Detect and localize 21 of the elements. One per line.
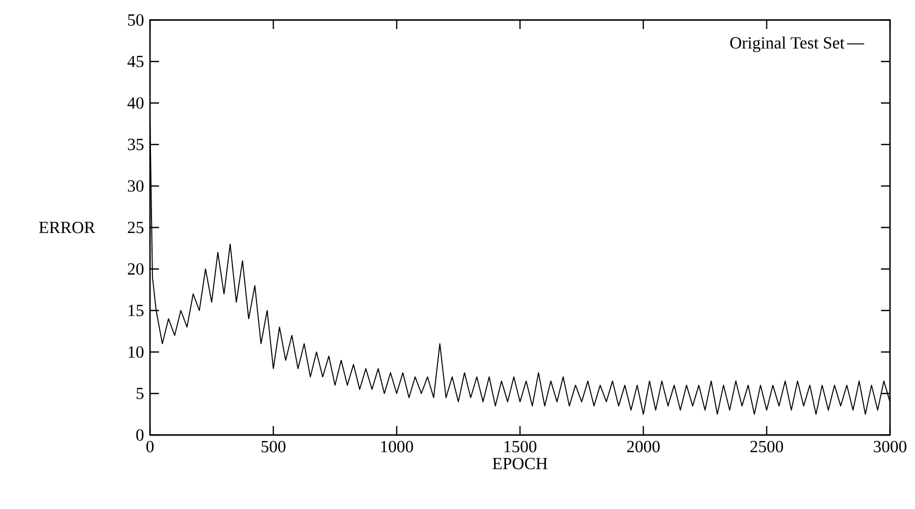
x-tick-label: 2500 — [750, 440, 784, 452]
y-tick-label: 15 — [128, 304, 144, 316]
x-axis-title: EPOCH — [492, 458, 548, 470]
y-tick-label: 30 — [128, 180, 144, 192]
y-tick-label: 50 — [128, 14, 144, 26]
x-tick-label: 1500 — [504, 440, 536, 452]
y-tick-label: 40 — [127, 97, 144, 109]
y-tick-label: 0 — [136, 429, 144, 441]
x-tick-label: 3000 — [874, 440, 906, 452]
x-tick-label: 2000 — [627, 440, 660, 452]
y-tick-label: 25 — [128, 222, 144, 234]
x-tick-label: 500 — [262, 440, 286, 452]
legend-label: Original Test Set — [730, 36, 844, 52]
y-tick-label: 10 — [128, 346, 144, 358]
y-tick-label: 5 — [136, 388, 144, 400]
y-tick-label: 35 — [128, 138, 144, 150]
y-tick-label: 20 — [128, 263, 144, 275]
x-tick-label: 1000 — [381, 440, 414, 452]
y-tick-label: 45 — [127, 56, 144, 68]
y-axis-title: ERROR — [39, 222, 96, 234]
x-tick-label: 0 — [146, 440, 154, 452]
